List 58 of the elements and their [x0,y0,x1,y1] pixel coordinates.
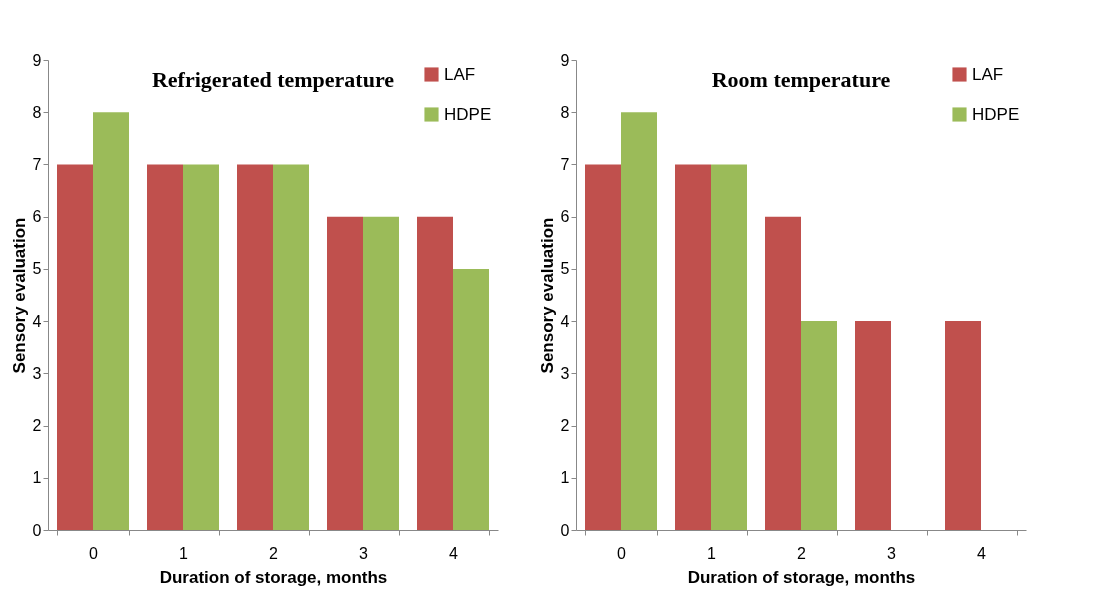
y-tick-label: 5 [560,260,570,278]
legend-label: HDPE [444,104,492,124]
bar [93,112,129,530]
y-tick-label: 2 [32,417,42,435]
y-tick-label: 8 [560,103,570,121]
bar [273,164,309,530]
bar [453,268,489,530]
x-tick-label: 1 [707,544,717,562]
bar [183,164,219,530]
bar [363,216,399,530]
y-tick-label: 3 [32,364,42,382]
x-tick-label: 4 [449,544,459,562]
x-tick-label: 1 [179,544,189,562]
bar [675,164,711,530]
x-tick-label: 4 [977,544,987,562]
bar [327,216,363,530]
y-tick-label: 5 [32,260,42,278]
chart-title: Refrigerated temperature [151,67,395,92]
y-tick-label: 8 [32,103,42,121]
y-axis-title: Sensory evaluation [9,217,29,374]
y-tick-label: 7 [560,155,570,173]
bar [621,112,657,530]
y-tick-label: 4 [560,312,570,330]
x-tick-label: 2 [269,544,279,562]
x-tick-label: 0 [89,544,99,562]
y-tick-label: 4 [32,312,42,330]
bar [585,164,621,530]
y-tick-label: 9 [32,51,42,69]
legend-label: LAF [972,64,1004,84]
chart-title: Room temperature [711,67,891,92]
y-tick-label: 6 [560,208,570,226]
bar [945,321,981,530]
x-axis-title: Duration of storage, months [687,567,916,587]
bar [57,164,93,530]
x-tick-label: 0 [617,544,627,562]
bar [237,164,273,530]
x-tick-label: 3 [359,544,369,562]
y-tick-label: 0 [560,521,570,539]
legend-label: LAF [444,64,476,84]
bar [765,216,801,530]
bar [711,164,747,530]
x-axis-title: Duration of storage, months [159,567,388,587]
y-tick-label: 3 [560,364,570,382]
bar [147,164,183,530]
x-tick-label: 3 [887,544,897,562]
bar [855,321,891,530]
bar [801,321,837,530]
y-tick-label: 1 [32,469,42,487]
x-tick-label: 2 [797,544,807,562]
y-tick-label: 6 [32,208,42,226]
y-tick-label: 0 [32,521,42,539]
y-tick-label: 7 [32,155,42,173]
legend-label: HDPE [972,104,1020,124]
y-tick-label: 1 [560,469,570,487]
y-tick-label: 2 [560,417,570,435]
y-axis-title: Sensory evaluation [537,217,557,374]
y-tick-label: 9 [560,51,570,69]
bar [417,216,453,530]
